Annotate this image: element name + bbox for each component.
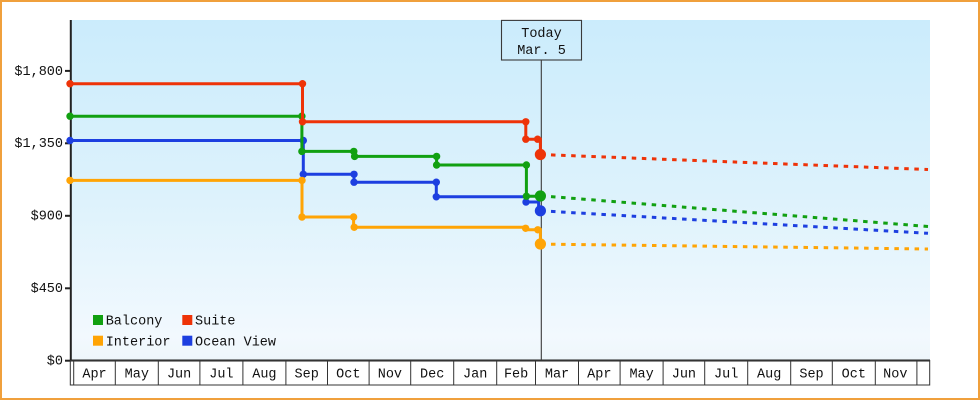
svg-text:Suite: Suite <box>195 315 236 330</box>
svg-text:$900: $900 <box>31 210 63 225</box>
svg-text:$0: $0 <box>47 355 63 370</box>
svg-text:Nov: Nov <box>378 368 402 383</box>
svg-text:Ocean View: Ocean View <box>195 335 276 350</box>
svg-text:Oct: Oct <box>336 368 360 383</box>
svg-text:Interior: Interior <box>106 335 171 350</box>
svg-text:Dec: Dec <box>420 368 444 383</box>
svg-text:Oct: Oct <box>842 368 866 383</box>
svg-text:May: May <box>629 368 653 383</box>
svg-text:Balcony: Balcony <box>106 315 163 330</box>
svg-text:$1,800: $1,800 <box>14 65 63 80</box>
svg-text:Jul: Jul <box>209 368 233 383</box>
svg-text:Today: Today <box>521 27 562 42</box>
svg-text:Jul: Jul <box>714 368 738 383</box>
svg-text:Jun: Jun <box>167 368 191 383</box>
svg-text:Aug: Aug <box>252 368 276 383</box>
svg-text:Mar. 5: Mar. 5 <box>517 44 566 59</box>
svg-text:Aug: Aug <box>757 368 781 383</box>
svg-text:Apr: Apr <box>587 368 611 383</box>
svg-text:Sep: Sep <box>295 368 319 383</box>
svg-text:Jun: Jun <box>672 368 696 383</box>
svg-text:Feb: Feb <box>504 368 528 383</box>
svg-text:Sep: Sep <box>799 368 823 383</box>
svg-text:Apr: Apr <box>82 368 106 383</box>
svg-text:Mar: Mar <box>545 368 569 383</box>
svg-text:$1,350: $1,350 <box>14 137 63 152</box>
svg-text:Nov: Nov <box>883 368 907 383</box>
svg-text:$450: $450 <box>31 282 63 297</box>
svg-text:Jan: Jan <box>463 368 487 383</box>
svg-text:May: May <box>125 368 149 383</box>
